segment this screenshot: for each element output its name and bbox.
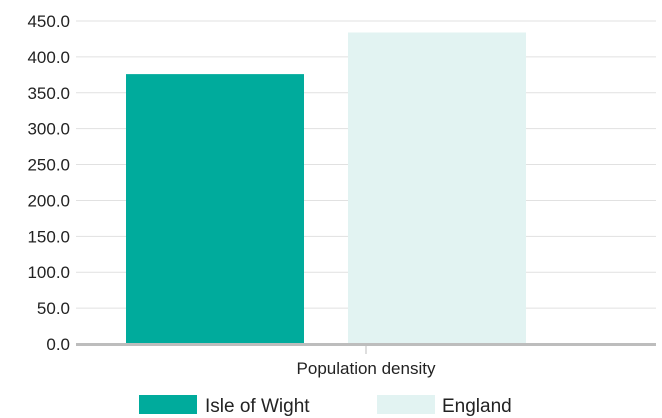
y-tick-label: 250.0 [27,156,70,175]
y-tick-label: 350.0 [27,84,70,103]
x-category-label: Population density [297,359,436,378]
y-tick-label: 400.0 [27,48,70,67]
x-axis-category-labels: Population density [297,359,436,378]
legend-swatch [377,395,435,414]
bar-isle-of-wight [126,74,304,345]
bar-england [348,32,526,345]
y-tick-label: 200.0 [27,191,70,210]
legend: Isle of Wight England [139,395,512,417]
y-tick-label: 50.0 [37,299,70,318]
bars [126,32,526,345]
y-tick-label: 300.0 [27,120,70,139]
legend-swatch [139,395,197,414]
legend-label: Isle of Wight [205,396,310,417]
y-tick-label: 100.0 [27,263,70,282]
legend-label: England [442,396,512,417]
y-tick-label: 0.0 [46,335,70,354]
y-tick-label: 450.0 [27,12,70,31]
y-axis-tick-labels: 0.0 50.0 100.0 150.0 200.0 250.0 300.0 350.0 400… [27,12,70,354]
y-tick-label: 150.0 [27,227,70,246]
